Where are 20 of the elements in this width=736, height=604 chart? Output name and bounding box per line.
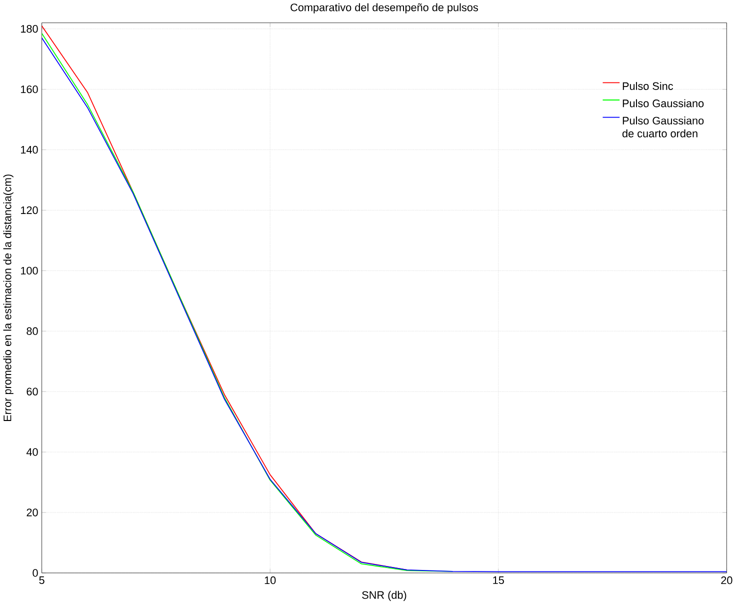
x-tick-label: 5 bbox=[39, 576, 44, 584]
x-tick-label: 15 bbox=[493, 576, 504, 584]
y-tick-label: 80 bbox=[26, 327, 38, 335]
y-tick-label: 180 bbox=[21, 24, 38, 33]
y-tick-label: 120 bbox=[21, 206, 38, 214]
y-tick-label: 160 bbox=[21, 85, 38, 94]
chart-title: Comparativo del desempeño de pulsos bbox=[290, 3, 478, 14]
y-axis-title: Error promedio en la estimacion de la distancia(cm) bbox=[3, 174, 14, 421]
legend-label: Pulso Gaussiano de cuarto orden bbox=[622, 116, 704, 138]
y-tick-label: 40 bbox=[26, 448, 38, 456]
y-tick-label: 140 bbox=[21, 146, 38, 154]
y-tick-label: 0 bbox=[32, 568, 38, 577]
x-tick-label: 20 bbox=[721, 576, 732, 584]
x-axis-title: SNR (db) bbox=[362, 590, 406, 601]
x-tick-label: 10 bbox=[264, 576, 276, 584]
y-tick-label: 60 bbox=[26, 388, 38, 396]
y-tick-label: 100 bbox=[21, 266, 38, 274]
legend-label: Pulso Sinc bbox=[622, 82, 674, 90]
y-tick-label: 20 bbox=[26, 508, 38, 516]
legend-label: Pulso Gaussiano bbox=[622, 99, 704, 108]
